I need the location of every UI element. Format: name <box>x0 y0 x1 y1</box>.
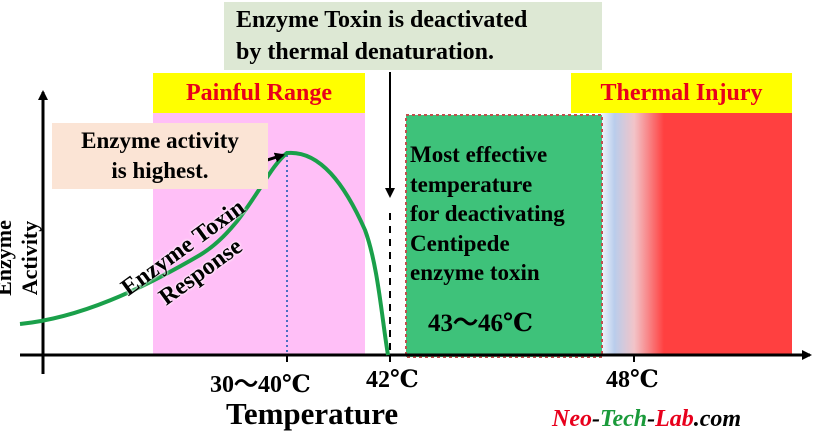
effective-line: temperature <box>410 171 533 197</box>
effective-line: Most effective <box>410 142 548 167</box>
thermal-injury-band <box>664 112 792 355</box>
peak-callout: Enzyme activity is highest. <box>52 123 268 189</box>
effective-line: for deactivating <box>410 201 565 226</box>
brand-suffix: .com <box>693 406 742 432</box>
brand-part-tech: Tech <box>599 406 648 432</box>
effective-line: Centipede <box>410 230 510 256</box>
deactivation-note-line1: Enzyme Toxin is deactivated <box>236 7 528 33</box>
thermal-injury-label: Thermal Injury <box>571 73 792 113</box>
deactivation-note-line2: by thermal denaturation. <box>236 39 494 65</box>
peak-callout-line1: Enzyme activity <box>81 128 239 153</box>
brand-link[interactable]: Neo-Tech-Lab.com <box>552 406 741 433</box>
painful-range-label: Painful Range <box>153 73 365 113</box>
x-axis-label: Temperature <box>226 396 399 431</box>
transition-gradient <box>598 112 664 355</box>
brand-dash: - <box>591 406 600 432</box>
brand-part-neo: Neo <box>552 406 592 432</box>
tick-label-48: 48℃ <box>606 367 659 393</box>
y-axis-label: Enzyme Activity <box>0 220 42 296</box>
deactivation-note: Enzyme Toxin is deactivated by thermal d… <box>224 2 602 70</box>
tick-label-42: 42℃ <box>366 367 419 393</box>
peak-callout-line2: is highest. <box>111 158 209 183</box>
brand-part-lab: Lab <box>655 406 694 432</box>
effective-zone-text: Most effective temperature for deactivat… <box>410 140 610 288</box>
effective-line: enzyme toxin <box>410 260 540 285</box>
brand-dash: - <box>647 406 656 432</box>
tick-label-30-40: 30～40℃ <box>210 372 311 398</box>
effective-temperature-band <box>405 114 603 358</box>
enzyme-activity-curve <box>19 150 390 356</box>
effective-range: 43～46℃ <box>428 310 533 337</box>
